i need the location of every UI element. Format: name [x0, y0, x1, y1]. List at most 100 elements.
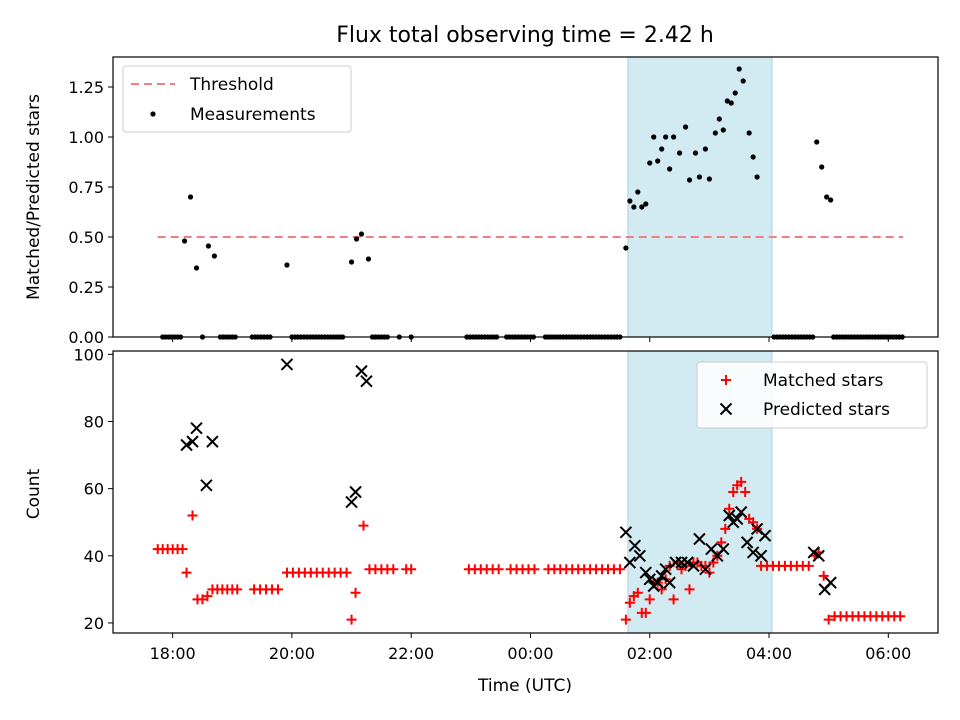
predicted-star-marker — [734, 505, 748, 519]
top-y-tick-label: 0.00 — [68, 328, 104, 347]
predicted-star-marker — [633, 549, 647, 562]
measurement-point — [828, 197, 834, 203]
matched-star-marker — [187, 510, 198, 521]
matched-star-marker — [177, 544, 188, 555]
matched-star-marker — [728, 487, 739, 497]
matched-star-marker — [724, 503, 735, 514]
measurement-point — [724, 98, 730, 104]
measurement-point — [348, 259, 355, 265]
predicted-star-marker — [687, 559, 700, 573]
matched-star-marker — [740, 487, 751, 497]
measurement-point — [671, 134, 677, 140]
legend-frame — [696, 361, 928, 429]
matched-star-marker — [346, 614, 357, 625]
legend-predicted-swatch — [719, 402, 733, 416]
measurement-point — [631, 204, 637, 210]
matched-star-marker — [493, 564, 504, 575]
measurement-point — [686, 177, 693, 183]
measurement-point — [819, 164, 825, 170]
top-y-tick-label: 0.50 — [68, 228, 104, 247]
measurement-point — [659, 146, 665, 152]
bottom-y-tick-label: 100 — [73, 345, 104, 364]
legend-measurement-swatch — [150, 111, 156, 117]
bottom-legend: Matched stars Predicted stars — [696, 361, 928, 429]
matched-star-marker — [668, 594, 679, 605]
predicted-star-marker — [345, 495, 358, 509]
measurement-point — [754, 174, 760, 180]
measurement-point — [736, 66, 742, 72]
measurement-point — [696, 174, 703, 180]
measurement-point — [187, 194, 194, 200]
ratio-panel: 0.00 0.25 0.50 0.75 1.00 1.25 Threshold Measure… — [68, 56, 939, 347]
top-y-tick-label: 0.25 — [68, 278, 104, 297]
predicted-star-marker — [643, 573, 656, 586]
x-tick-label: 06:00 — [865, 644, 911, 663]
matched-star-marker — [720, 523, 731, 534]
top-plot-frame — [112, 56, 939, 338]
predicted-star-marker — [619, 526, 633, 539]
measurement-point — [732, 90, 738, 96]
predicted-star-marker — [659, 563, 672, 576]
matched-star-marker — [736, 476, 747, 487]
measurement-point — [627, 198, 633, 204]
matched-star-marker — [341, 567, 352, 578]
predicted-star-marker — [731, 512, 744, 526]
predicted-star-marker — [651, 576, 664, 589]
legend-predicted-label: Predicted stars — [763, 400, 890, 420]
bottom-y-axis-label: Count — [24, 468, 44, 519]
predicted-star-marker — [717, 542, 730, 556]
measurement-point — [682, 124, 689, 130]
top-y-tick-label: 1.25 — [68, 78, 104, 97]
measurement-point — [643, 201, 649, 207]
matched-star-marker — [644, 594, 655, 605]
predicted-star-marker — [740, 536, 754, 549]
matched-star-marker — [823, 614, 834, 625]
measurement-point — [720, 127, 726, 133]
observing-window-band — [627, 56, 773, 338]
predicted-star-marker — [693, 532, 706, 546]
measurement-point — [740, 78, 746, 84]
legend-matched-label: Matched stars — [763, 371, 883, 391]
matched-star-marker — [640, 607, 651, 618]
measurement-point — [205, 243, 212, 249]
matched-star-marker — [406, 564, 417, 575]
matched-star-marker — [358, 520, 369, 531]
bottom-y-tick-label: 80 — [84, 413, 104, 432]
measurement-point — [284, 262, 290, 268]
matched-star-marker — [684, 584, 695, 595]
predicted-star-marker — [190, 422, 203, 435]
matched-star-marker — [232, 584, 243, 595]
top-y-axis-label: Matched/Predicted stars — [24, 94, 44, 300]
predicted-star-marker — [623, 556, 637, 569]
predicted-star-marker — [280, 358, 294, 371]
measurement-point — [647, 160, 653, 166]
legend-measurement-label: Measurements — [190, 105, 316, 125]
predicted-star-marker — [746, 546, 760, 559]
predicted-star-marker — [639, 566, 652, 579]
measurement-point — [663, 134, 669, 140]
matched-star-marker — [529, 564, 540, 575]
top-y-tick-label: 0.75 — [68, 178, 104, 197]
measurement-point — [702, 146, 709, 152]
legend-frame — [122, 65, 352, 133]
matched-star-marker — [818, 570, 829, 581]
predicted-star-marker — [180, 438, 193, 452]
matched-star-marker — [614, 564, 625, 575]
measurement-point — [814, 139, 820, 145]
bottom-y-tick-label: 60 — [84, 480, 104, 499]
legend-matched-swatch — [721, 375, 731, 385]
measurement-point — [639, 204, 645, 210]
bottom-y-tick-label: 20 — [84, 614, 104, 633]
matched-star-marker — [803, 560, 814, 571]
x-tick-label: 02:00 — [627, 644, 673, 663]
top-y-tick-label: 1.00 — [68, 128, 104, 147]
matched-star-marker — [632, 587, 643, 598]
measurement-point — [655, 158, 661, 164]
x-tick-label: 00:00 — [507, 644, 553, 663]
measurement-point — [353, 236, 360, 242]
measurement-point — [193, 265, 200, 271]
measurement-point — [824, 194, 830, 200]
count-panel: 20 40 60 80 100 18:00 20:00 22:00 00:00 02:00 04:0… — [73, 345, 939, 663]
predicted-star-marker — [206, 435, 219, 448]
